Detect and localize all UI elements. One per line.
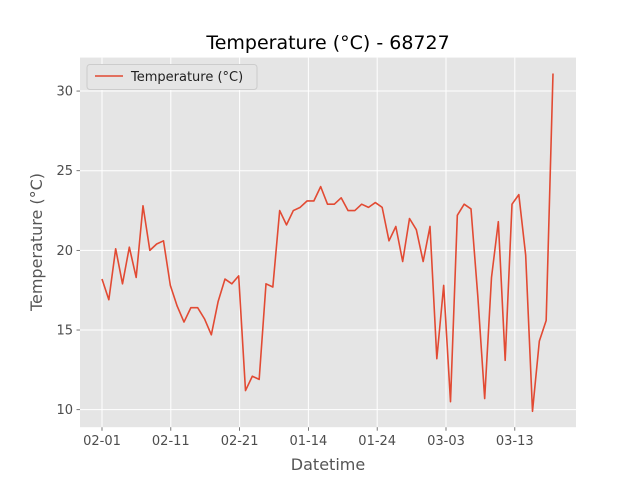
legend-box	[86, 64, 258, 90]
y-tick-label: 30	[56, 85, 73, 100]
x-tick-label: 01-24	[358, 434, 396, 449]
legend-label: Temperature (°C)	[130, 70, 243, 85]
axis-ticks: 10 15 20 25 30 02-01 02-11 02-21 01-14 01-24 03-03…	[56, 85, 533, 450]
x-tick-label: 03-03	[427, 434, 465, 449]
y-tick-label: 25	[56, 164, 73, 179]
x-tick-label: 02-11	[152, 434, 190, 449]
x-tick-label: 02-01	[83, 434, 121, 449]
legend: Temperature (°C)	[86, 64, 258, 90]
x-tick-label: 02-21	[221, 434, 259, 449]
plot-area	[80, 57, 576, 428]
chart-title: Temperature (°C) - 68727	[205, 32, 449, 54]
x-axis-title: Datetime	[291, 455, 365, 474]
x-tick-label: 01-14	[290, 434, 328, 449]
series-layer	[101, 73, 554, 413]
grid-lines	[80, 57, 576, 428]
y-axis-title: Temperature (°C)	[27, 173, 46, 312]
series-line-temperature	[101, 73, 554, 413]
y-tick-label: 15	[56, 324, 73, 339]
x-tick-label: 03-13	[496, 434, 534, 449]
y-tick-label: 20	[56, 244, 73, 259]
y-tick-label: 10	[56, 403, 73, 418]
